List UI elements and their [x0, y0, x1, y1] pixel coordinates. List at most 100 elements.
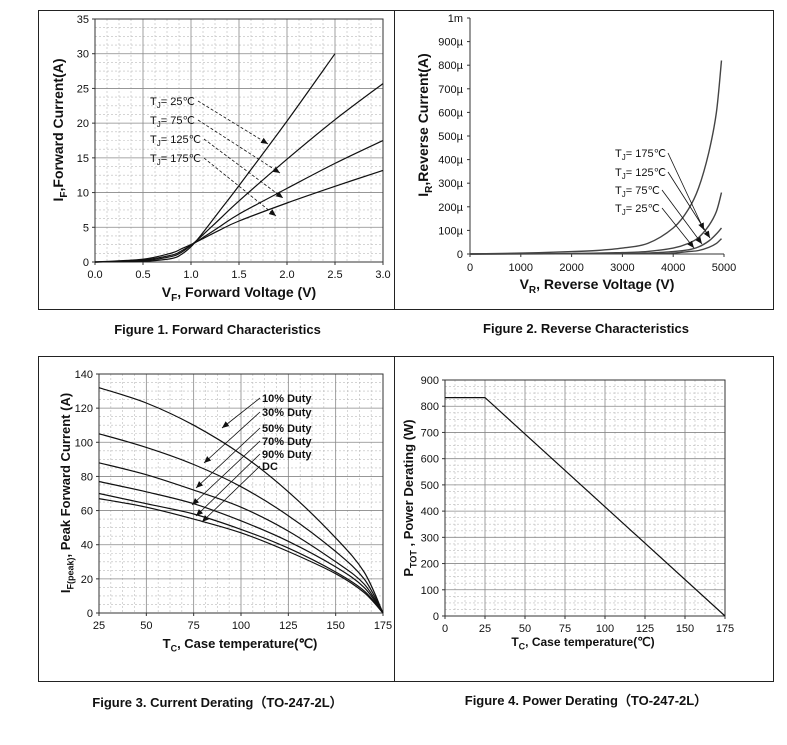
x-tick-label: 0.5: [135, 269, 150, 281]
series-label: TJ= 25℃: [150, 96, 195, 110]
y-tick-label: 300µ: [438, 178, 463, 190]
fig3-label-10: 10% Duty: [221, 393, 312, 429]
x-tick-label: 125: [636, 623, 654, 635]
y-tick-label: 25: [77, 83, 89, 95]
leader-arrow: [191, 440, 261, 506]
x-tick-label: 25: [479, 623, 491, 635]
series-line-1: [98, 387, 384, 614]
fig3-label-dc: DC: [201, 461, 278, 523]
y-tick-label: 0: [433, 611, 439, 623]
y-tick-label: 80: [81, 471, 93, 483]
series-line-1: [445, 397, 726, 617]
figure-4-caption: Figure 4. Power Derating（TO-247-2L）: [464, 693, 708, 708]
series-label: 50% Duty: [262, 423, 312, 435]
x-tick-label: 2000: [559, 262, 583, 274]
series-line-4: [98, 480, 384, 614]
fig1-label-175: TJ= 175℃: [150, 153, 277, 217]
x-tick-label: 150: [676, 623, 694, 635]
fig2-label-125: TJ= 125℃: [615, 167, 711, 239]
series-line-2: [94, 83, 384, 263]
x-tick-label: 1000: [509, 262, 533, 274]
y-axis-label: IF,Forward Current(A): [50, 59, 70, 202]
y-tick-label: 100: [75, 437, 93, 449]
series-line-1: [469, 60, 723, 255]
series-label: TJ= 75℃: [615, 185, 660, 199]
fig1-label-75: TJ= 75℃: [150, 115, 281, 174]
leader-arrow: [661, 189, 703, 245]
series-label: 10% Duty: [262, 393, 312, 405]
chart-2: 0 1000 2000 3000 4000 5000 0 100µ 200µ 300µ 400µ 50…: [415, 13, 736, 296]
x-tick-label: 175: [374, 620, 392, 632]
x-tick-label: 75: [188, 620, 200, 632]
fig3-label-90: 90% Duty: [195, 449, 312, 517]
y-tick-label: 5: [83, 222, 89, 234]
fig3-label-30: 30% Duty: [203, 407, 312, 464]
y-tick-label: 800: [421, 401, 439, 413]
y-tick-label: 200µ: [438, 202, 463, 214]
y-tick-label: 100µ: [438, 225, 463, 237]
series-label: TJ= 175℃: [150, 153, 201, 167]
series-label: 30% Duty: [262, 407, 312, 419]
y-tick-label: 0: [83, 257, 89, 269]
series-label: 70% Duty: [262, 436, 312, 448]
x-tick-label: 50: [519, 623, 531, 635]
y-tick-label: 600: [421, 454, 439, 466]
leader-arrow: [203, 157, 277, 217]
x-tick-label: 3.0: [375, 269, 390, 281]
x-tick-label: 5000: [712, 262, 736, 274]
x-tick-label: 50: [140, 620, 152, 632]
y-tick-label: 800µ: [438, 60, 463, 72]
series-line-4: [469, 238, 722, 255]
leader-arrow: [667, 152, 705, 231]
x-tick-label: 25: [93, 620, 105, 632]
y-tick-label: 300: [421, 532, 439, 544]
y-tick-label: 0: [457, 249, 463, 261]
series-label: TJ= 175℃: [615, 148, 666, 162]
y-tick-label: 700: [421, 427, 439, 439]
leader-arrow: [195, 453, 261, 517]
x-axis-label: TC, Case temperature(℃): [163, 636, 318, 654]
fig2-label-175: TJ= 175℃: [615, 148, 705, 231]
series-line-2: [469, 192, 723, 255]
x-tick-label: 2.0: [279, 269, 294, 281]
y-axis-label: IF(peak), Peak Forward Current (A): [58, 393, 76, 593]
leader-arrow: [197, 119, 281, 174]
series-line-6: [98, 498, 384, 614]
y-axis-label: IR,Reverse Current(A): [415, 53, 435, 196]
x-tick-label: 4000: [661, 262, 685, 274]
leader-arrow: [667, 171, 711, 239]
x-axis-label: TC, Case temperature(℃): [511, 635, 654, 651]
grid: [99, 374, 383, 613]
y-tick-label: 1m: [448, 13, 463, 25]
fig3-label-50: 50% Duty: [195, 423, 312, 489]
fig2-label-25: TJ= 25℃: [615, 203, 695, 249]
x-tick-label: 0: [467, 262, 473, 274]
y-tick-label: 600µ: [438, 107, 463, 119]
figure-1-caption: Figure 1. Forward Characteristics: [114, 322, 321, 337]
series-label: TJ= 75℃: [150, 115, 195, 129]
fig3-label-70: 70% Duty: [191, 436, 312, 506]
y-tick-label: 400: [421, 506, 439, 518]
x-tick-label: 1.0: [183, 269, 198, 281]
y-tick-label: 0: [87, 608, 93, 620]
leader-arrow: [195, 427, 261, 489]
series-label: 90% Duty: [262, 449, 312, 461]
fig2-label-75: TJ= 75℃: [615, 185, 703, 245]
figure-4-panel: [394, 356, 774, 682]
y-tick-label: 100: [421, 585, 439, 597]
figure-3-caption: Figure 3. Current Derating（TO-247-2L）: [92, 695, 343, 710]
y-tick-label: 500µ: [438, 131, 463, 143]
fig1-label-125: TJ= 125℃: [150, 134, 284, 199]
series-line-3: [98, 462, 384, 614]
x-tick-label: 0: [442, 623, 448, 635]
y-tick-label: 30: [77, 49, 89, 61]
y-tick-label: 900: [421, 375, 439, 387]
x-tick-label: 75: [559, 623, 571, 635]
figure-2-panel: [394, 10, 774, 310]
y-tick-label: 10: [77, 188, 89, 200]
fig1-label-25: TJ= 25℃: [150, 96, 269, 145]
leader-arrow: [661, 207, 695, 249]
y-tick-label: 60: [81, 506, 93, 518]
leader-arrow: [203, 138, 284, 199]
